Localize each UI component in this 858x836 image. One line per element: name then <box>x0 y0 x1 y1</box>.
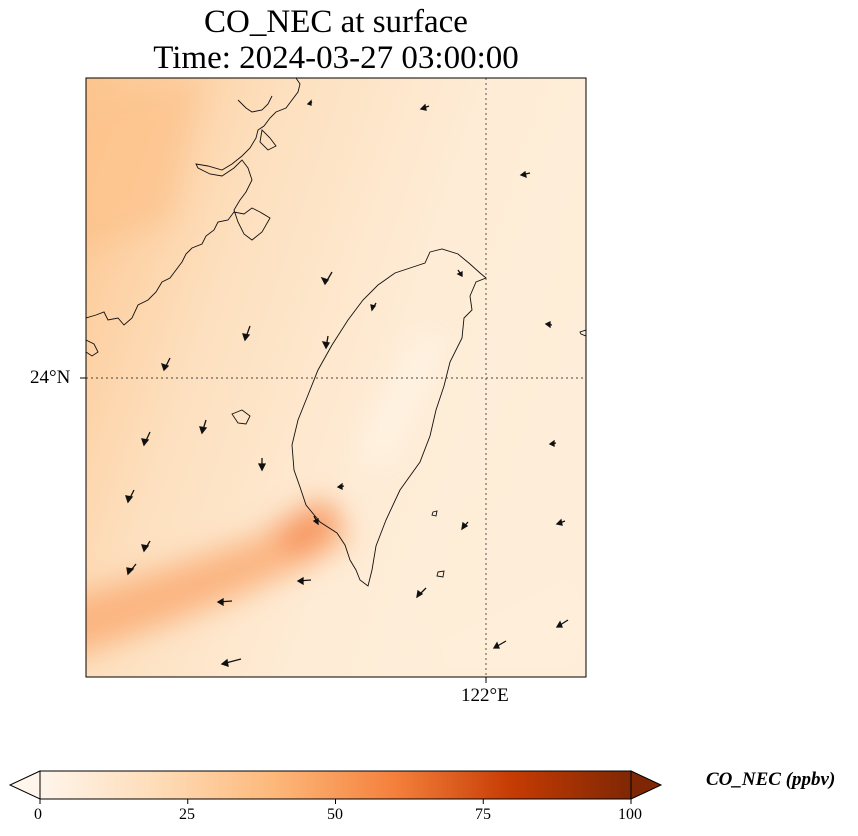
wind-arrow <box>519 170 531 179</box>
colorbar-tick-label: 75 <box>475 806 491 823</box>
wind-arrow <box>416 587 427 599</box>
wind-arrow <box>555 518 566 526</box>
colorbar <box>8 770 663 804</box>
wind-arrow <box>199 419 208 435</box>
wind-arrow <box>220 658 242 667</box>
wind-arrow <box>544 320 553 329</box>
wind-arrow <box>321 335 331 350</box>
colorbar-title: CO_NEC (ppbv) <box>706 769 836 790</box>
map-subtitle-time: Time: 2024-03-27 03:00:00 <box>153 40 519 76</box>
colorbar-gradient <box>39 770 632 800</box>
wind-arrow <box>216 597 233 607</box>
colorbar-tick-label: 100 <box>618 806 642 823</box>
wind-arrow <box>160 357 171 372</box>
wind-arrow <box>312 515 319 526</box>
wind-arrow <box>548 439 557 448</box>
wind-arrow <box>555 619 569 628</box>
wind-arrow <box>461 521 469 531</box>
colorbar-extend-max <box>630 770 663 800</box>
wind-arrow <box>296 576 312 586</box>
wind-arrow <box>257 458 267 472</box>
wind-arrow <box>141 431 151 447</box>
wind-arrow <box>320 271 333 286</box>
wind-arrow <box>141 540 151 553</box>
wind-arrow <box>419 103 430 111</box>
colorbar-extend-min <box>8 770 41 800</box>
lon-label-122e: 122°E <box>461 685 509 706</box>
colorbar-tick-label: 25 <box>179 806 195 823</box>
map-title: CO_NEC at surface <box>204 4 468 40</box>
wind-arrow <box>242 325 251 342</box>
coastline <box>86 78 586 587</box>
wind-arrow <box>492 640 507 649</box>
wind-arrow <box>125 489 135 504</box>
concentration-field <box>86 78 586 677</box>
wind-arrow <box>456 269 463 278</box>
wind-arrow <box>126 563 137 576</box>
wind-arrow <box>370 302 377 312</box>
wind-vectors <box>125 99 569 667</box>
wind-arrow <box>306 99 313 106</box>
colorbar-tick-label: 0 <box>34 806 42 823</box>
wind-arrow <box>336 482 345 491</box>
colorbar-tick-label: 50 <box>327 806 343 823</box>
lat-label-24n: 24°N <box>30 367 71 388</box>
